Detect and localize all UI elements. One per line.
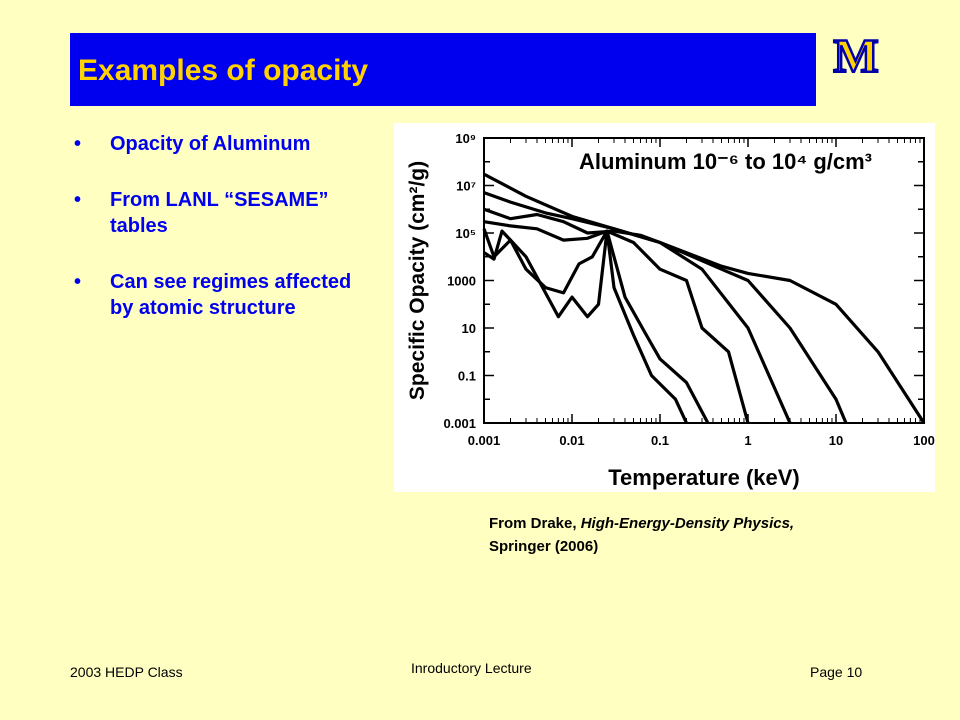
x-axis-title: Temperature (keV) bbox=[608, 465, 800, 490]
y-tick-label: 0.001 bbox=[443, 416, 476, 431]
logo-background bbox=[826, 33, 886, 75]
y-tick-label: 10⁵ bbox=[455, 226, 476, 241]
series-line-6 bbox=[483, 229, 688, 424]
x-tick-label: 100 bbox=[913, 433, 935, 448]
footer-course: 2003 HEDP Class bbox=[70, 664, 183, 680]
university-logo: M bbox=[826, 33, 886, 75]
x-tick-label: 0.1 bbox=[651, 433, 669, 448]
x-tick-label: 0.001 bbox=[468, 433, 501, 448]
y-tick-label: 0.1 bbox=[458, 369, 476, 384]
footer-lecture: Inroductory Lecture bbox=[411, 660, 532, 676]
x-tick-label: 1 bbox=[744, 433, 751, 448]
series-line-5 bbox=[482, 228, 710, 424]
bullet-dot: • bbox=[74, 189, 82, 211]
slide-title: Examples of opacity bbox=[78, 54, 369, 87]
logo-letter: M bbox=[833, 33, 878, 75]
bullet-text: Opacity of Aluminum bbox=[110, 133, 311, 155]
y-tick-label: 10⁹ bbox=[455, 131, 476, 146]
y-tick-label: 1000 bbox=[447, 274, 476, 289]
figure-credit: From Drake, High-Energy-Density Physics,… bbox=[489, 512, 909, 558]
chart-canvas: 0.001 0.01 0.1 1 10 100 0.001 0.1 10 1000 10⁵ 10⁷ 10… bbox=[406, 131, 935, 490]
series-line-1 bbox=[483, 172, 926, 424]
series-line-3 bbox=[483, 207, 792, 424]
footer-page-number: Page 10 bbox=[810, 664, 863, 680]
credit-prefix: From Drake, bbox=[489, 515, 581, 532]
bullet-list: • Opacity of Aluminum • From LANL “SESAM… bbox=[74, 131, 374, 351]
credit-publisher: Springer (2006) bbox=[489, 538, 599, 555]
bullet-item: • Opacity of Aluminum bbox=[74, 131, 374, 157]
y-tick-label: 10 bbox=[462, 321, 476, 336]
x-tick-label: 10 bbox=[829, 433, 843, 448]
opacity-chart: 0.001 0.01 0.1 1 10 100 0.001 0.1 10 1000 10⁵ 10⁷ 10… bbox=[394, 123, 935, 492]
x-tick-label: 0.01 bbox=[559, 433, 584, 448]
bullet-dot: • bbox=[74, 133, 82, 155]
y-tick-label: 10⁷ bbox=[456, 179, 476, 194]
bullet-dot: • bbox=[74, 271, 82, 293]
title-bar: Examples of opacity bbox=[70, 33, 816, 106]
credit-book-title: High-Energy-Density Physics, bbox=[580, 515, 795, 532]
plot-frame bbox=[483, 137, 925, 424]
y-axis-title: Specific Opacity (cm²/g) bbox=[406, 161, 429, 400]
chart-title: Aluminum 10⁻⁶ to 10⁴ g/cm³ bbox=[579, 149, 872, 174]
bullet-text: Can see regimes affected by atomic struc… bbox=[110, 271, 352, 319]
series-line-4 bbox=[483, 220, 750, 424]
bullet-text: From LANL “SESAME” tables bbox=[110, 189, 329, 237]
bullet-item: • From LANL “SESAME” tables bbox=[74, 187, 374, 239]
bullet-item: • Can see regimes affected by atomic str… bbox=[74, 269, 374, 321]
